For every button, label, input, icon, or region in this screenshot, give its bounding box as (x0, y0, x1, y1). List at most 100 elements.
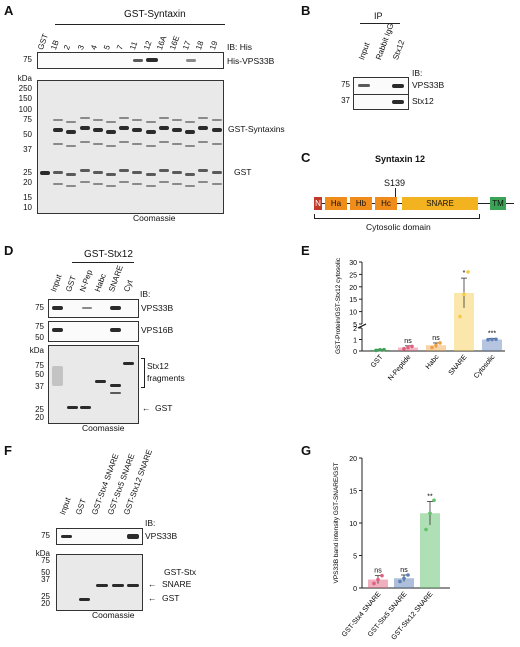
panel-b-blot-vps33b (353, 77, 409, 95)
blot-band (146, 58, 158, 62)
mw-marker: 50 (41, 568, 50, 577)
y-tick-label: 10 (349, 521, 357, 528)
data-point (402, 346, 406, 351)
gel-band (66, 121, 77, 123)
panel-letter-c: C (301, 150, 311, 165)
mw-marker: kDa (29, 346, 44, 355)
data-point (382, 347, 386, 352)
gel-band (145, 145, 156, 147)
mw-marker: 25 (41, 592, 50, 601)
data-point (398, 579, 402, 584)
panel-letter-a: A (4, 3, 14, 18)
gel-band (80, 406, 91, 409)
panel-a-header: GST-Syntaxin (124, 9, 186, 20)
domain-tm: TM (490, 197, 506, 210)
significance-label: * (463, 270, 466, 277)
panel-d-blot-mw: 50 (35, 333, 44, 342)
gel-band (92, 128, 103, 132)
lane-label: 17 (181, 39, 193, 52)
gel-band (53, 171, 64, 174)
panel-b-blot-stx12 (353, 94, 409, 110)
axis-break (357, 323, 367, 329)
panel-c-bracket (314, 214, 480, 219)
domain-n: N (314, 197, 322, 210)
data-point (428, 511, 432, 516)
domain-hb: Hb (350, 197, 372, 210)
gel-band (119, 181, 130, 183)
gel-band (92, 119, 103, 121)
gel-band (52, 366, 63, 386)
gel-band (119, 126, 130, 130)
blot-band (392, 100, 404, 104)
mw-marker: 20 (23, 178, 32, 187)
data-point (424, 527, 428, 532)
gel-band (92, 183, 103, 185)
y-tick-label: 5 (353, 554, 357, 561)
gel-band (119, 169, 130, 172)
lane-label: Input (49, 273, 64, 294)
x-tick-label: N-Peptide (387, 354, 412, 382)
panel-f-blot (56, 528, 143, 545)
significance-label: ns (400, 567, 408, 574)
data-point (490, 337, 494, 342)
gel-band-gst (40, 171, 50, 175)
lane-label: 16A (154, 34, 169, 52)
panel-a-label-syntaxins: GST-Syntaxins (228, 124, 285, 134)
lane-label: 11 (128, 40, 140, 52)
panel-a-blot (37, 52, 224, 69)
gel-band (158, 141, 169, 143)
data-point (438, 341, 442, 345)
blot-band (127, 534, 139, 539)
gel-band (132, 171, 143, 174)
data-point (380, 573, 384, 578)
gel-band (211, 171, 222, 174)
data-point (494, 337, 498, 342)
gel-band (127, 584, 139, 587)
gel-band (211, 143, 222, 145)
lane-label: 4 (88, 43, 99, 52)
panel-letter-b: B (301, 3, 311, 18)
panel-d-gel (48, 345, 139, 424)
panel-f-label-snare: SNARE (162, 579, 192, 589)
panel-b-mw-37: 37 (341, 96, 350, 105)
lane-label: 1B (49, 38, 61, 52)
gel-band (158, 117, 169, 119)
gel-band (106, 121, 116, 123)
lane-label: 19 (207, 39, 220, 52)
mw-marker: 150 (18, 94, 32, 103)
lane-label: Stx12 (391, 38, 407, 62)
data-point (378, 348, 382, 352)
gel-band (172, 171, 182, 174)
panel-f-gel (56, 554, 143, 611)
gel-band (185, 121, 196, 123)
y-axis-label: GST-Protein/GST-Stx12 cytosolic (335, 257, 342, 354)
domain-snare: SNARE (402, 197, 478, 210)
bar (420, 513, 440, 588)
panel-a-label-gst: GST (234, 167, 252, 177)
gel-band (53, 183, 64, 185)
gel-band (145, 185, 156, 187)
panel-letter-f: F (4, 443, 12, 458)
data-point (466, 270, 470, 274)
gel-band (96, 584, 108, 587)
data-point (462, 292, 466, 297)
mw-marker: 25 (23, 168, 32, 177)
y-tick-label: 10 (349, 310, 357, 317)
gel-band (106, 185, 116, 187)
x-tick-label: Habc (425, 353, 441, 370)
panel-d-label-gst: GST (155, 403, 173, 413)
blot-band (61, 535, 72, 538)
gel-band (145, 130, 156, 134)
panel-d-stain: Coomassie (82, 423, 125, 433)
gel-band (123, 362, 134, 365)
lane-label: 7 (115, 43, 126, 52)
panel-d-label-fragments: fragments (147, 373, 185, 383)
panel-b-ip-rule (360, 23, 400, 24)
data-point (374, 348, 378, 353)
chart-e: 0 1 25 10 15 20 25 30 GST-Protein/GST-Stx12 cyto… (335, 257, 505, 382)
significance-label: ns (374, 568, 382, 575)
data-point (458, 314, 462, 319)
panel-b-band-stx12: Stx12 (412, 96, 434, 106)
panel-d-ib: IB: (140, 289, 151, 299)
gel-band (66, 145, 77, 147)
